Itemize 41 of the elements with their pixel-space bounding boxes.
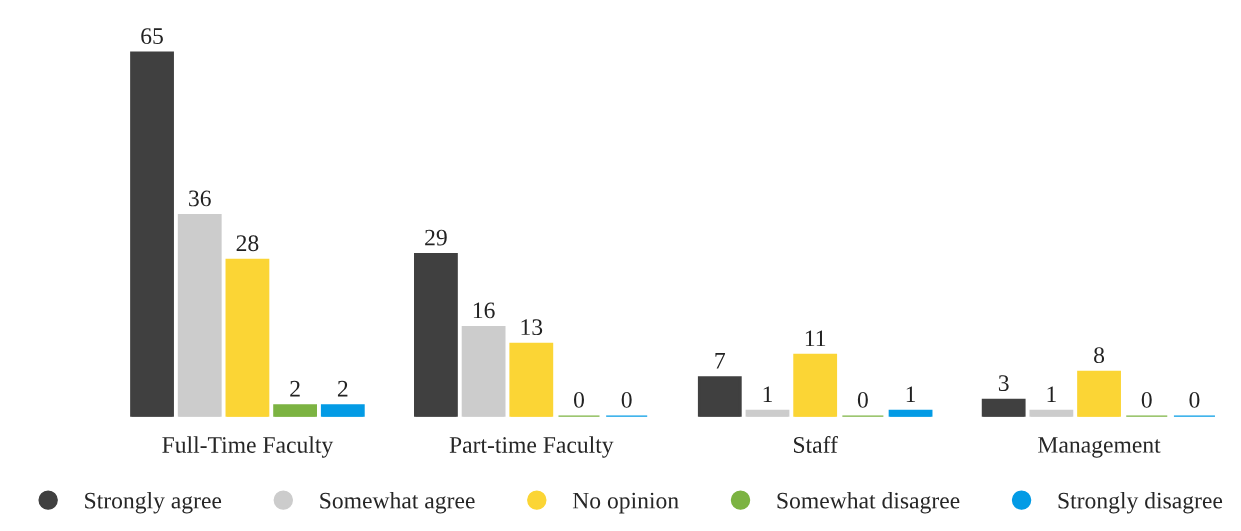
data-label: 1 [763, 386, 772, 403]
data-label: 2 [337, 380, 348, 397]
data-label: 1 [1047, 386, 1056, 403]
data-label: 16 [473, 302, 495, 319]
data-label: 0 [1141, 391, 1152, 408]
data-label: 28 [236, 235, 259, 252]
bar [461, 325, 506, 417]
x-tick-label: Part-time Faculty [449, 436, 614, 458]
data-label: 13 [521, 319, 543, 336]
bar [981, 398, 1026, 417]
bar [414, 253, 458, 417]
data-label: 11 [805, 330, 826, 347]
bar [273, 404, 318, 417]
data-label: 3 [998, 375, 1009, 392]
x-tick-label: Full-Time Faculty [162, 436, 334, 458]
x-tick-label: Management [1038, 437, 1161, 458]
bar [1077, 370, 1121, 417]
bar [130, 51, 174, 417]
bar [793, 353, 838, 417]
legend-label: Somewhat agree [320, 491, 475, 514]
legend-label: No opinion [572, 492, 679, 514]
bar [177, 213, 222, 417]
data-label: 36 [189, 190, 211, 207]
data-label: 8 [1094, 347, 1105, 364]
data-label: 29 [425, 229, 447, 246]
data-label: 0 [857, 391, 868, 408]
legend-label: Somewhat disagree [777, 491, 960, 514]
bar [320, 404, 365, 417]
data-label: 2 [290, 380, 300, 397]
legend-label: Strongly agree [85, 491, 222, 514]
bar [697, 376, 742, 417]
data-label: 65 [141, 28, 163, 45]
bar [509, 342, 554, 417]
data-label: 0 [621, 391, 632, 408]
legend-label: Strongly disagree [1058, 491, 1223, 514]
data-label: 0 [573, 391, 584, 408]
bar [225, 258, 270, 417]
data-label: 1 [906, 386, 916, 403]
data-label: 7 [715, 353, 726, 369]
x-tick-label: Staff [794, 436, 838, 453]
data-label: 0 [1189, 391, 1200, 408]
